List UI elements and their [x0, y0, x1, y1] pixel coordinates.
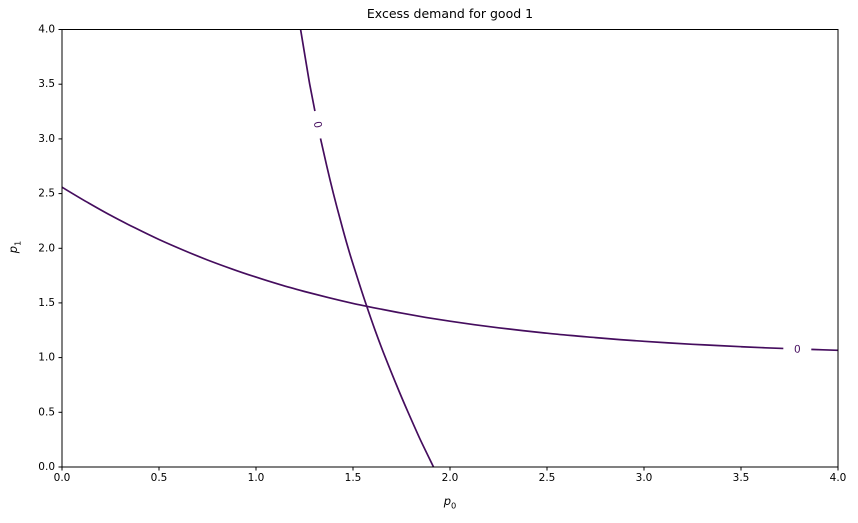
x-tick-label: 2.0 — [442, 472, 459, 484]
contour-label: 0 — [794, 343, 801, 355]
contour-label-gap — [307, 109, 328, 140]
zero-contour-steep-branch — [299, 29, 435, 468]
y-tick-label: 2.5 — [38, 188, 55, 200]
y-axis-label: p1 — [6, 227, 22, 267]
x-axis-label-base: p — [443, 494, 452, 508]
x-tick-label: 3.0 — [636, 472, 653, 484]
y-tick-label: 0.5 — [38, 406, 55, 418]
contour-label-group: 0 — [783, 341, 812, 358]
y-axis-label-base: p — [6, 245, 20, 254]
y-tick-label: 1.5 — [38, 297, 55, 309]
y-tick-label: 3.0 — [38, 133, 55, 145]
x-axis-label-subscript: 0 — [451, 500, 457, 511]
y-tick-label: 2.0 — [38, 242, 55, 254]
y-axis-label-subscript: 1 — [12, 240, 23, 246]
contour-label: 0 — [311, 120, 324, 129]
x-tick-label: 1.0 — [248, 472, 265, 484]
x-tick-label: 3.5 — [733, 472, 750, 484]
y-tick-label: 4.0 — [38, 24, 55, 36]
contour-label-gap — [783, 341, 812, 358]
plot-border — [61, 29, 839, 468]
zero-contour-flat-branch — [61, 186, 839, 352]
x-axis-label: p0 — [62, 494, 838, 510]
chart-title: Excess demand for good 1 — [366, 6, 534, 21]
x-tick-label: 0.0 — [54, 472, 71, 484]
y-tick-label: 3.5 — [38, 78, 55, 90]
contour-label-group: 0 — [307, 109, 328, 140]
x-tick-label: 2.5 — [539, 472, 556, 484]
x-tick-label: 4.0 — [830, 472, 847, 484]
y-tick-label: 0.0 — [38, 461, 55, 473]
x-tick-label: 1.5 — [345, 472, 362, 484]
y-tick-label: 1.0 — [38, 352, 55, 364]
x-tick-label: 0.5 — [151, 472, 168, 484]
